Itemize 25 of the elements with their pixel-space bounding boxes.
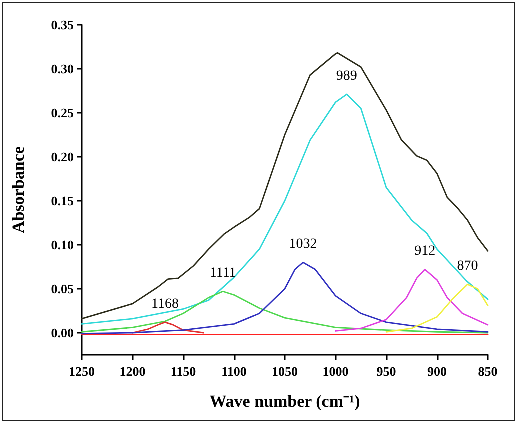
annotation: 870 [457,259,478,274]
y-axis-title: Absorbance [9,146,28,234]
y-tick-label: 0.25 [51,106,74,120]
y-tick-label: 0.10 [51,238,74,252]
x-tick-label: 850 [478,364,498,379]
x-tick-label: 1250 [69,364,95,379]
x-tick-label: 1000 [322,364,349,379]
y-tick-label: 0.00 [51,326,74,340]
y-tick-label: 0.35 [51,18,74,32]
x-axis-title: Wave number (cm⁻¹) [210,392,360,411]
y-tick-label: 0.15 [51,194,74,208]
x-tick-label: 1150 [170,364,196,379]
y-tick-label: 0.30 [51,62,74,76]
y-tick-label: 0.20 [51,150,74,164]
x-tick-label: 900 [428,364,447,379]
annotation: 989 [336,69,358,84]
annotation: 1168 [151,296,179,312]
x-tick-label: 1050 [272,364,298,379]
x-tick-label: 950 [376,364,396,379]
annotation: 1032 [289,237,318,252]
annotation: 1111 [210,266,236,282]
y-tick-label: 0.05 [51,282,74,296]
x-tick-label: 1100 [222,364,247,379]
x-tick-label: 1200 [120,364,146,379]
annotation: 912 [414,244,436,260]
